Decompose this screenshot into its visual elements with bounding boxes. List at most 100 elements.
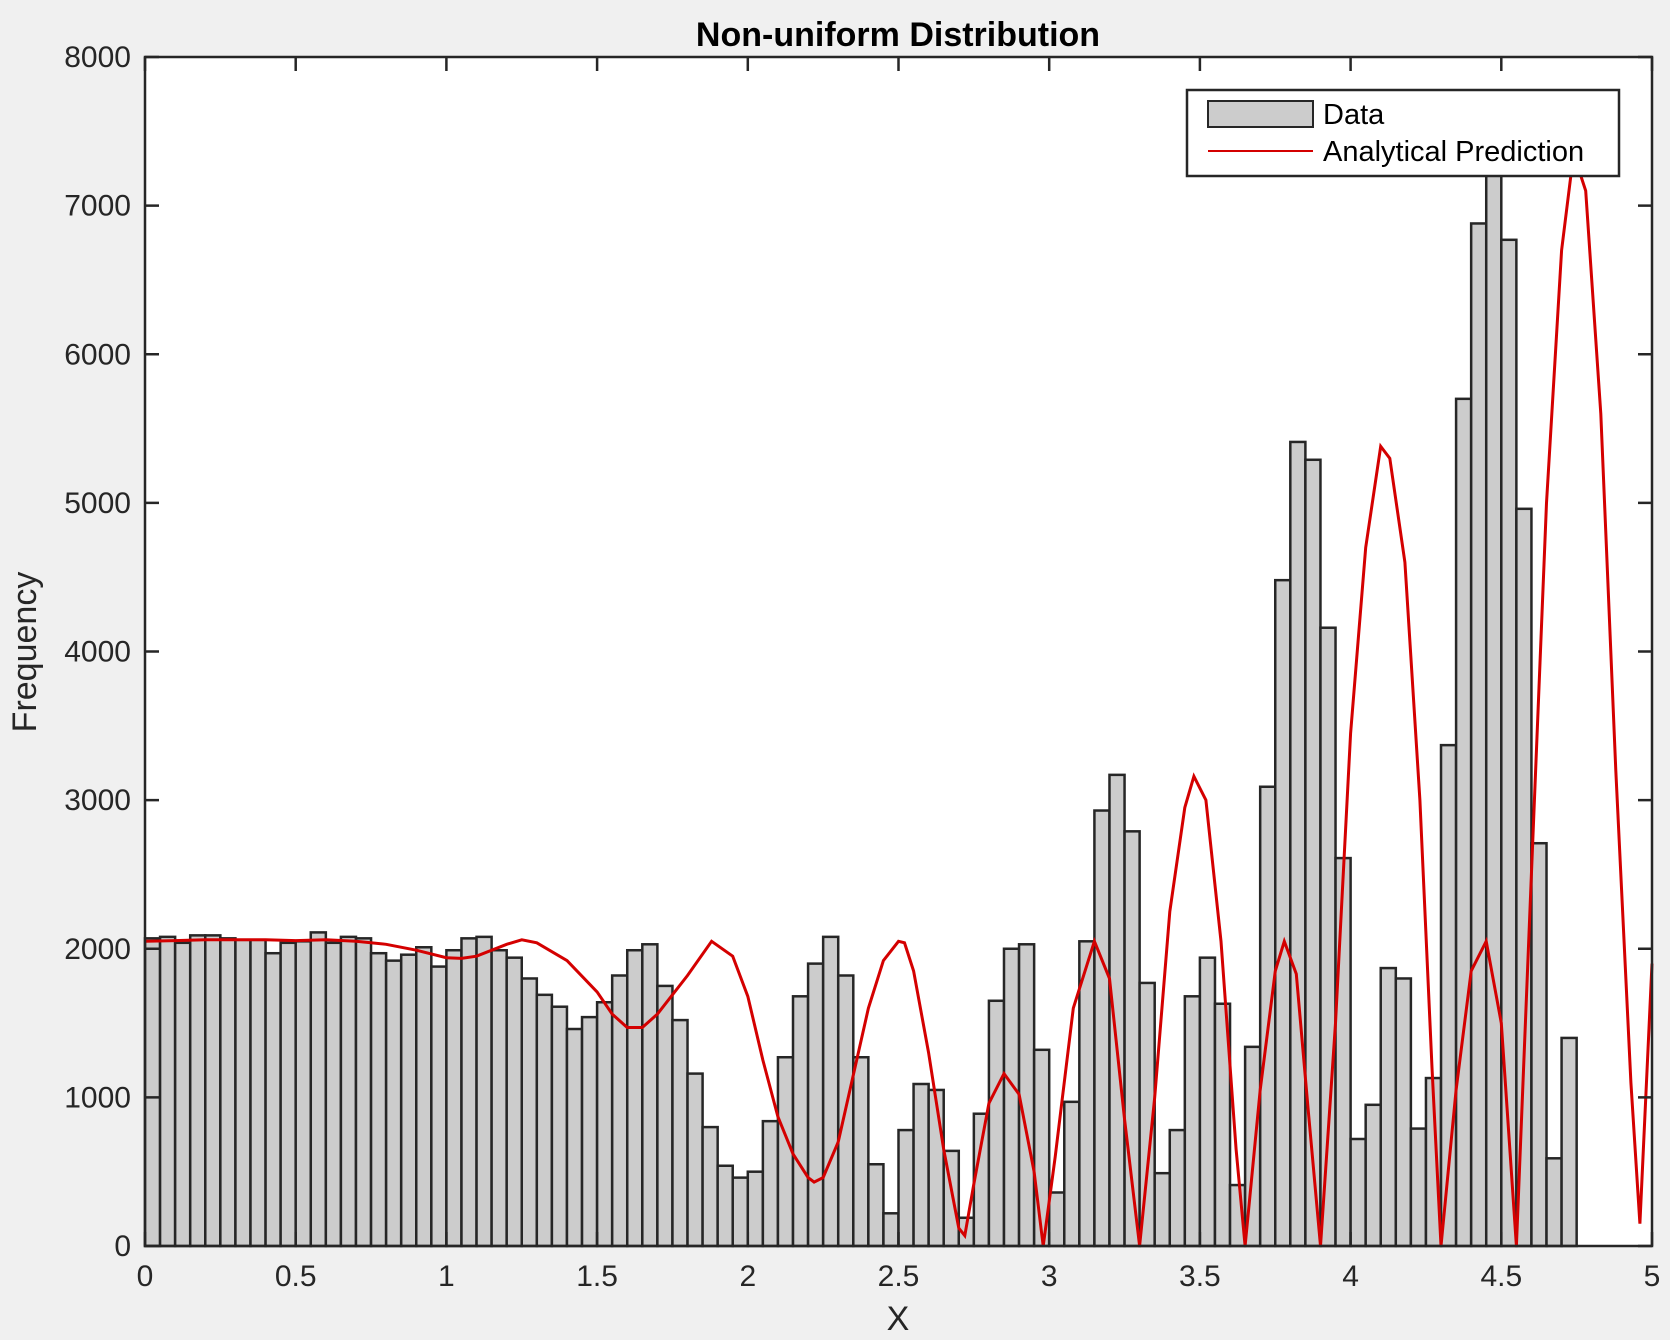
histogram-bar [1334, 856, 1352, 1248]
histogram-bar [656, 984, 674, 1248]
x-axis-label: X [887, 1300, 910, 1338]
x-tick-label: 5 [1644, 1260, 1661, 1293]
histogram-bar [1394, 977, 1413, 1248]
histogram-bar [746, 1170, 765, 1248]
histogram-bar [1198, 956, 1217, 1248]
histogram-bar [475, 935, 493, 1248]
histogram-bar [761, 1119, 780, 1248]
x-tick-label: 2.5 [878, 1260, 920, 1293]
y-tick-label: 3000 [64, 784, 131, 817]
y-tick-label: 5000 [64, 487, 131, 520]
histogram-bar [1349, 1137, 1367, 1248]
histogram-bar [219, 937, 237, 1248]
x-tick-label: 2 [739, 1260, 756, 1293]
histogram-bar [1047, 1191, 1066, 1248]
histogram-bar [188, 934, 207, 1248]
histogram-bar [158, 935, 177, 1248]
y-axis-ticks: 0 1000 2000 3000 4000 5000 6000 7000 8000 [64, 41, 1652, 1263]
x-tick-label: 4.5 [1480, 1260, 1522, 1293]
histogram-bar [641, 943, 659, 1248]
histogram-bar [535, 993, 554, 1248]
histogram-bar [595, 1001, 614, 1248]
histogram-bar [671, 1018, 689, 1248]
histogram-bar [927, 1088, 945, 1248]
x-tick-label: 0.5 [275, 1260, 317, 1293]
histogram-bar [1153, 1171, 1172, 1248]
histogram-bar [384, 959, 403, 1248]
x-tick-label: 1 [438, 1260, 455, 1293]
histogram-bar [1183, 995, 1202, 1248]
histogram-bar [731, 1176, 750, 1248]
histogram-bar [204, 934, 222, 1248]
histogram-bar [249, 938, 267, 1248]
histogram-bar [1258, 785, 1277, 1248]
chart-title: Non-uniform Distribution [696, 16, 1100, 54]
y-tick-label: 4000 [64, 636, 131, 669]
legend-data-swatch [1207, 100, 1314, 128]
histogram-bar [550, 1005, 569, 1248]
histogram-bar [1500, 238, 1518, 1248]
histogram-bar [882, 1212, 900, 1248]
histogram-bar [821, 935, 840, 1248]
histogram-bar [1545, 1157, 1563, 1248]
y-axis-label: Frequency [6, 572, 44, 733]
histogram-bar [279, 941, 297, 1248]
histogram-bar [234, 938, 252, 1248]
histogram-bar [580, 1015, 599, 1248]
histogram-bar [1168, 1128, 1187, 1248]
histogram-bar [143, 937, 162, 1248]
histogram-bar [987, 999, 1006, 1248]
x-tick-label: 4 [1342, 1260, 1359, 1293]
histogram-bar [415, 946, 433, 1248]
legend-prediction-label: Analytical Prediction [1323, 136, 1584, 168]
histogram-bar [686, 1072, 704, 1248]
y-tick-label: 8000 [64, 41, 131, 74]
analytical-prediction-line [144, 153, 1654, 1247]
histogram-bar [324, 941, 343, 1248]
y-tick-label: 0 [114, 1230, 131, 1263]
histogram-bar [1454, 397, 1473, 1248]
histogram-bar [1304, 458, 1322, 1248]
histogram-bar [701, 1125, 719, 1248]
histogram-bar [1274, 578, 1292, 1248]
histogram-bar [294, 940, 313, 1248]
histogram-bar [520, 977, 539, 1248]
histogram-bar [1289, 440, 1307, 1248]
x-tick-label: 3.5 [1179, 1260, 1221, 1293]
y-tick-label: 2000 [64, 933, 131, 966]
histogram-bar [1484, 152, 1503, 1248]
histogram-bar [1409, 1127, 1428, 1248]
histogram-bar [445, 948, 463, 1248]
histogram-bar [897, 1128, 915, 1248]
histogram-bar [264, 951, 282, 1248]
histogram-bar [791, 995, 810, 1248]
histogram-bar [1515, 507, 1533, 1248]
histogram-bar [369, 951, 388, 1248]
histogram-bar [1379, 966, 1398, 1248]
histogram-bar [1364, 1103, 1382, 1248]
histogram-bar [852, 1055, 870, 1248]
y-tick-label: 6000 [64, 338, 131, 371]
histogram-bar [1560, 1036, 1578, 1248]
histogram-bar [399, 953, 418, 1248]
histogram-bar [173, 941, 192, 1248]
legend-data-label: Data [1323, 99, 1385, 131]
legend: Data Analytical Prediction [1185, 88, 1621, 178]
histogram-bar [565, 1027, 584, 1248]
y-tick-label: 7000 [64, 190, 131, 223]
histogram-bar [1469, 222, 1488, 1248]
histogram-bar [1002, 947, 1021, 1248]
y-tick-label: 1000 [64, 1081, 131, 1114]
histogram-bar [309, 931, 328, 1248]
histogram-bar [430, 965, 448, 1248]
histogram-bar [354, 937, 373, 1248]
histogram-bar [716, 1164, 734, 1248]
histogram-bar [1063, 1100, 1081, 1248]
x-tick-label: 3 [1041, 1260, 1058, 1293]
histogram-bar [505, 956, 523, 1248]
histogram-bar [1078, 940, 1096, 1248]
x-tick-label: 1.5 [576, 1260, 618, 1293]
histogram-bar [806, 962, 825, 1248]
x-axis-ticks: 0 0.5 1 1.5 2 2.5 3 3.5 4 4.5 5 [137, 57, 1661, 1293]
